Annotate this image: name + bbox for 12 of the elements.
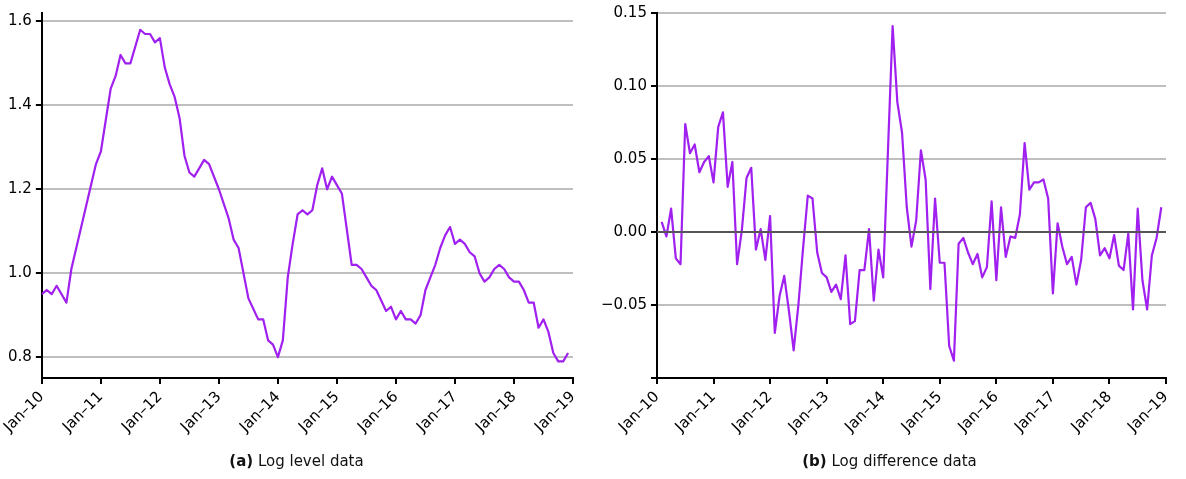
y-tick-label: −0.05 xyxy=(601,294,647,313)
y-tick-label: 1.2 xyxy=(8,179,32,198)
y-tick-label: 0.00 xyxy=(613,221,647,240)
y-tick-label: 0.05 xyxy=(613,148,647,167)
y-tick-label: 0.10 xyxy=(613,75,647,94)
y-tick-label: 1.0 xyxy=(8,263,32,282)
y-tick-label: 0.8 xyxy=(8,347,32,366)
text: (b) Log difference data xyxy=(801,452,978,470)
y-tick-label: 1.4 xyxy=(8,95,32,114)
y-tick-label: 0.15 xyxy=(613,2,647,21)
text: (a) Log level data xyxy=(228,452,365,470)
y-tick-label: 1.6 xyxy=(8,11,32,30)
